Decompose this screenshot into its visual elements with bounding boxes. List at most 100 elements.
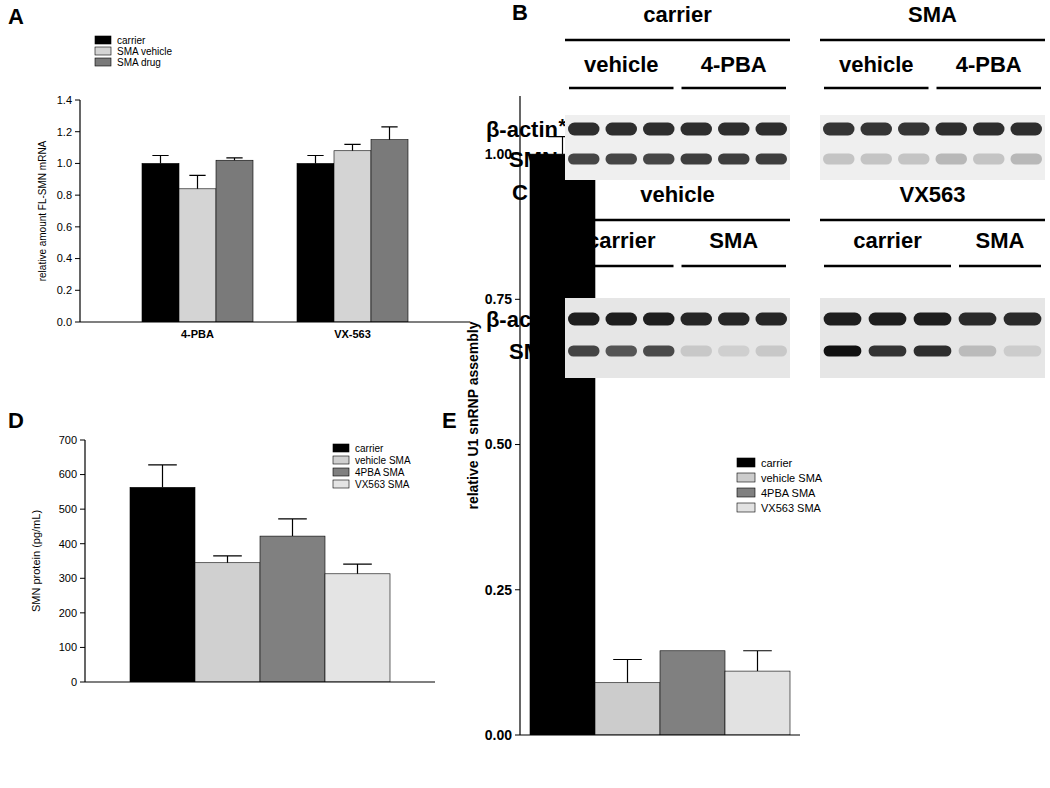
- group-line: [820, 39, 1045, 42]
- y-tick-label: 0.0: [57, 316, 72, 328]
- group-line: [820, 219, 1045, 222]
- y-tick-label: 400: [59, 538, 77, 550]
- y-tick: [515, 589, 520, 590]
- y-tick-label: 200: [59, 607, 77, 619]
- bar: [130, 487, 195, 682]
- legend-label: 4PBA SMA: [761, 487, 816, 499]
- subgroup-line: [569, 265, 674, 268]
- blot-band: [973, 154, 1005, 165]
- y-tick-label: 1.00: [485, 146, 512, 162]
- blot-strip: [565, 298, 790, 378]
- subgroup-label: SMA: [709, 228, 758, 253]
- chart-panel: E0.000.250.500.751.00relative U1 snRNP a…: [442, 96, 823, 743]
- legend: carriervehicle SMA4PBA SMAVX563 SMA: [333, 443, 411, 490]
- bar: [179, 189, 216, 322]
- panel-letter: A: [8, 4, 24, 29]
- error-bar: [226, 158, 242, 160]
- y-tick-label: 0.4: [57, 252, 72, 264]
- group-label: SMA: [908, 2, 957, 27]
- y-tick: [75, 290, 80, 291]
- blot-band: [718, 313, 750, 326]
- error-bar: [307, 156, 323, 164]
- blot-band: [823, 154, 855, 165]
- legend-label: SMA drug: [117, 57, 161, 68]
- y-tick-label: 600: [59, 468, 77, 480]
- error-bar: [344, 144, 360, 150]
- subgroup-label: 4-PBA: [956, 52, 1022, 77]
- blot-band: [718, 346, 750, 357]
- bars: [530, 137, 790, 735]
- row-label: SMN: [509, 147, 558, 172]
- x-axis: [520, 734, 800, 735]
- panel-letter: E: [442, 408, 457, 433]
- blot-band: [681, 313, 713, 326]
- error-bar: [381, 127, 397, 140]
- legend-swatch: [333, 456, 349, 464]
- row-label: β-actin: [486, 117, 558, 142]
- subgroup-line: [682, 265, 787, 268]
- y-tick: [515, 735, 520, 736]
- error-bar: [213, 556, 242, 563]
- chart-panel: A0.00.20.40.60.81.01.21.44-PBAVX-563rela…: [8, 4, 470, 340]
- subgroup-line: [824, 87, 929, 90]
- bar: [142, 163, 179, 322]
- y-tick-label: 700: [59, 434, 77, 446]
- legend-swatch: [737, 473, 755, 482]
- row-label: SMN: [509, 339, 558, 364]
- y-tick: [80, 612, 85, 613]
- y-tick: [75, 100, 80, 101]
- blot-band: [914, 313, 952, 326]
- bar: [334, 151, 371, 322]
- group-line: [565, 39, 790, 42]
- panel-letter: B: [512, 0, 528, 25]
- group-line: [565, 219, 790, 222]
- y-tick-label: 1.2: [57, 126, 72, 138]
- blot-band: [898, 154, 930, 165]
- panel-letter: C: [512, 180, 528, 205]
- category-label: 4-PBA: [181, 328, 214, 340]
- subgroup-label: carrier: [853, 228, 922, 253]
- blot-band: [606, 313, 638, 326]
- y-tick: [80, 440, 85, 441]
- blot-strip: [820, 298, 1045, 378]
- y-tick: [80, 474, 85, 475]
- x-axis: [85, 681, 435, 682]
- legend-swatch: [737, 503, 755, 512]
- blot-panel: Bβ-actinSMNcarriervehicle4-PBASMAvehicle…: [486, 0, 1045, 180]
- blot-band: [823, 123, 855, 136]
- blot-band: [869, 313, 907, 326]
- blot-band: [756, 123, 788, 136]
- y-tick-label: 0.00: [485, 727, 512, 743]
- blot-band: [718, 123, 750, 136]
- legend-label: SMA vehicle: [117, 46, 172, 57]
- blot-band: [1011, 123, 1043, 136]
- blot-band: [1004, 313, 1042, 326]
- blot-band: [606, 346, 638, 357]
- legend-label: vehicle SMA: [355, 455, 411, 466]
- bars: [130, 465, 390, 682]
- panel-letter: D: [8, 408, 24, 433]
- y-tick: [75, 131, 80, 132]
- legend-label: carrier: [761, 457, 793, 469]
- blot-band: [914, 346, 952, 357]
- y-tick-label: 1.0: [57, 157, 72, 169]
- blot-band: [973, 123, 1005, 136]
- blot-strip: [565, 115, 790, 180]
- error-bar: [343, 564, 372, 574]
- blot-band: [824, 313, 862, 326]
- y-tick-label: 300: [59, 572, 77, 584]
- legend-swatch: [333, 468, 349, 476]
- subgroup-line: [959, 265, 1041, 268]
- y-tick: [80, 578, 85, 579]
- y-axis-label: relative amount FL-SMN mRNA: [37, 140, 48, 281]
- blot-band: [568, 313, 600, 326]
- legend-label: VX563 SMA: [761, 502, 822, 514]
- blot-band: [756, 313, 788, 326]
- blot-band: [568, 123, 600, 136]
- blot-band: [681, 123, 713, 136]
- y-tick-label: 0: [71, 676, 77, 688]
- legend-label: carrier: [117, 35, 146, 46]
- y-tick-label: 1.4: [57, 94, 72, 106]
- blot-panel: Cβ-actinSMNvehiclecarrierSMAVX563carrier…: [486, 180, 1045, 378]
- bar: [725, 671, 790, 735]
